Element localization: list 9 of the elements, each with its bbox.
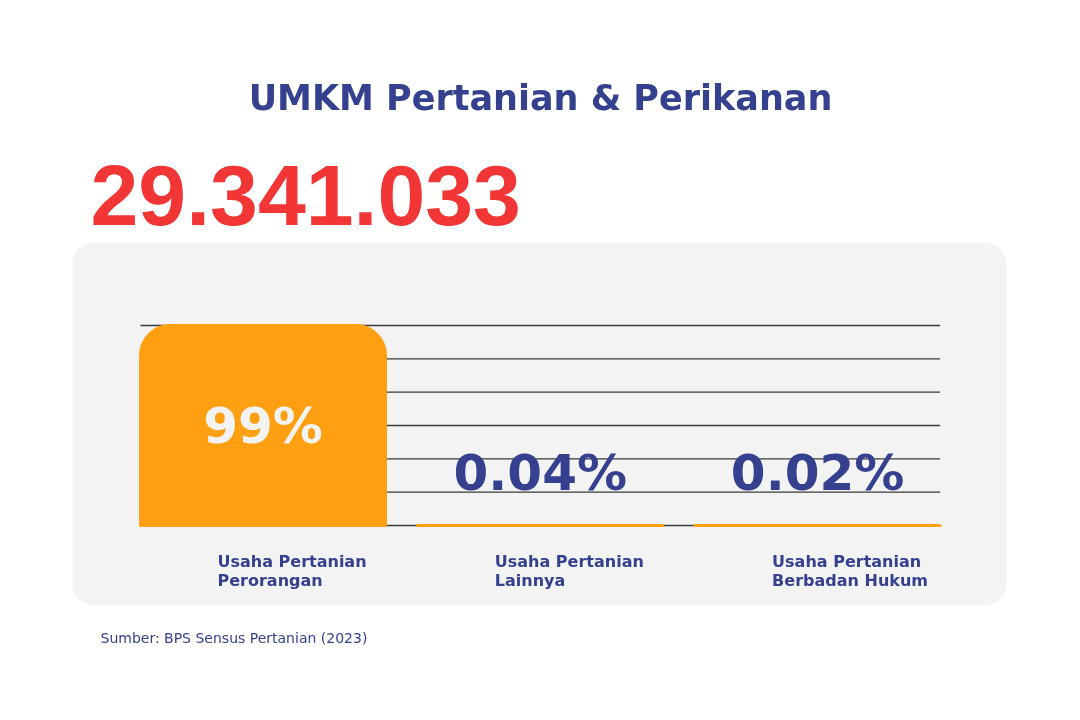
data-label: 0.02%: [730, 444, 905, 503]
chart-subtitle: 29.341.033: [90, 147, 521, 243]
x-tick-label: Usaha Pertanian Berbadan Hukum: [772, 551, 928, 591]
data-label: 0.04%: [453, 444, 628, 503]
text: Sumber: BPS Sensus Pertanian (2023): [100, 629, 368, 646]
chart-title: UMKM Pertanian & Perikanan: [248, 77, 833, 118]
x-tick-label: Usaha Pertanian Lainnya: [494, 551, 644, 591]
data-label: 99%: [203, 396, 323, 455]
x-tick-label: Usaha Pertanian Perorangan: [217, 551, 367, 591]
